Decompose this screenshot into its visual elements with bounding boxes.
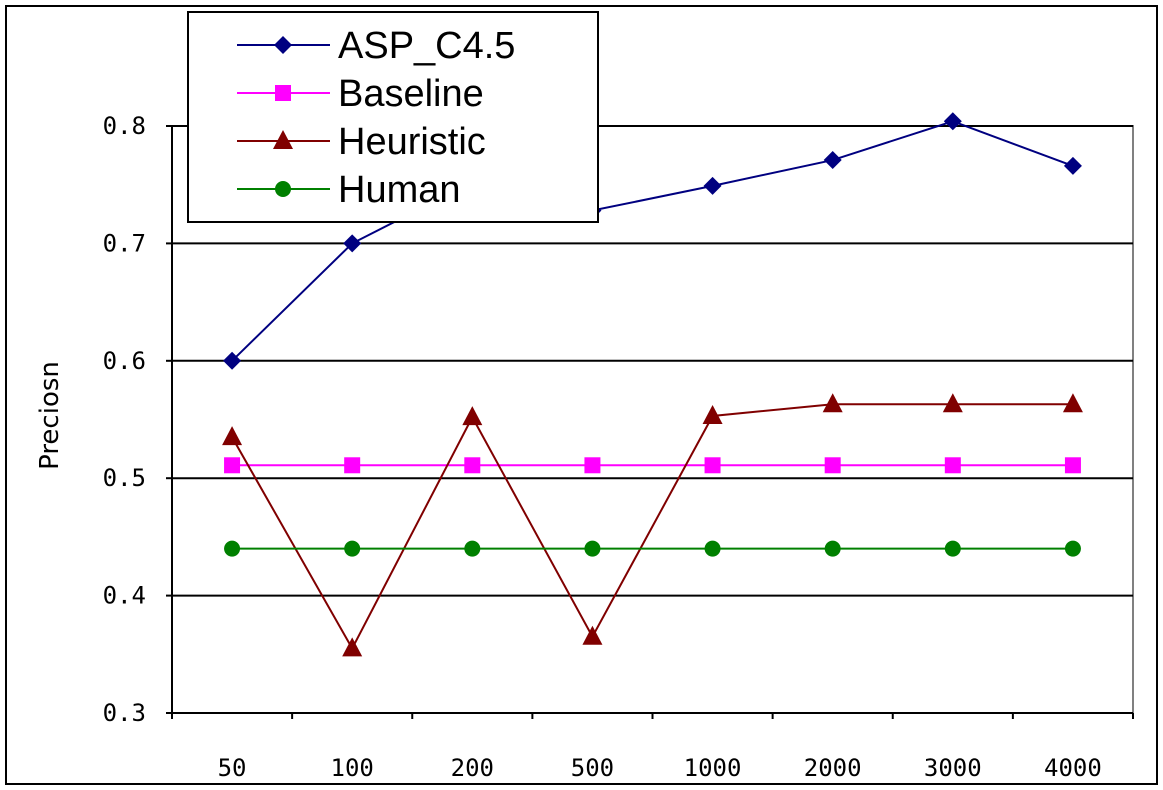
y-tick-label: 0.4 [103, 582, 146, 610]
legend-entry: ASP_C4.5 [237, 25, 515, 67]
data-point [823, 151, 842, 170]
x-tick-label: 500 [571, 754, 614, 782]
x-tick-label: 2000 [804, 754, 862, 782]
data-point [943, 112, 962, 131]
data-point [584, 540, 601, 557]
series-heuristic [222, 393, 1083, 657]
data-point [944, 457, 961, 474]
series-line [231, 403, 1073, 651]
legend-label: ASP_C4.5 [338, 25, 515, 67]
data-point [343, 234, 362, 253]
y-tick-label: 0.6 [103, 347, 146, 375]
data-point [223, 351, 242, 370]
data-point [582, 625, 603, 645]
y-tick-label: 0.8 [103, 112, 146, 140]
series-line [231, 120, 1074, 362]
x-tick-label: 50 [218, 754, 247, 782]
x-tick-label: 3000 [924, 754, 982, 782]
legend-box [187, 11, 599, 223]
data-point [942, 393, 963, 413]
data-point [344, 540, 361, 557]
data-point [702, 404, 723, 424]
data-point [704, 540, 721, 557]
legend-marker [273, 130, 293, 149]
legend-marker [274, 36, 292, 54]
data-point [224, 457, 241, 474]
legend: ASP_C4.5 Baseline Heuristic Human [187, 11, 599, 223]
x-tick-label: 4000 [1044, 754, 1102, 782]
x-tick-label: 1000 [684, 754, 742, 782]
y-tick-label: 0.7 [103, 229, 146, 257]
data-point [822, 393, 843, 413]
series-baseline [224, 457, 1081, 474]
data-point [824, 540, 841, 557]
data-point [1064, 540, 1081, 557]
data-point [464, 540, 481, 557]
data-point [1062, 393, 1083, 413]
legend-label: Heuristic [338, 121, 486, 163]
x-tick-label: 200 [451, 754, 494, 782]
data-point [464, 457, 481, 474]
x-tick-label: 100 [331, 754, 374, 782]
legend-marker [275, 181, 291, 197]
data-point [462, 406, 483, 426]
data-point [342, 637, 363, 657]
y-tick-label: 0.5 [103, 464, 146, 492]
legend-entry: Baseline [237, 73, 484, 115]
data-point [222, 426, 243, 446]
legend-label: Human [338, 169, 461, 211]
data-point [1063, 156, 1082, 175]
data-point [584, 457, 601, 474]
legend-entry: Heuristic [237, 121, 486, 163]
data-point [224, 540, 241, 557]
y-axis-title: Preciosn [35, 361, 65, 470]
data-point [1064, 457, 1081, 474]
data-point [704, 457, 721, 474]
data-point [944, 540, 961, 557]
series-human [224, 540, 1081, 557]
data-point [824, 457, 841, 474]
legend-label: Baseline [338, 73, 484, 115]
data-point [344, 457, 361, 474]
data-point [703, 176, 722, 195]
series-layer [222, 112, 1083, 657]
series-asp-c4-5 [223, 112, 1082, 370]
legend-entry: Human [237, 169, 461, 211]
y-tick-label: 0.3 [103, 699, 146, 727]
legend-marker [275, 85, 291, 101]
